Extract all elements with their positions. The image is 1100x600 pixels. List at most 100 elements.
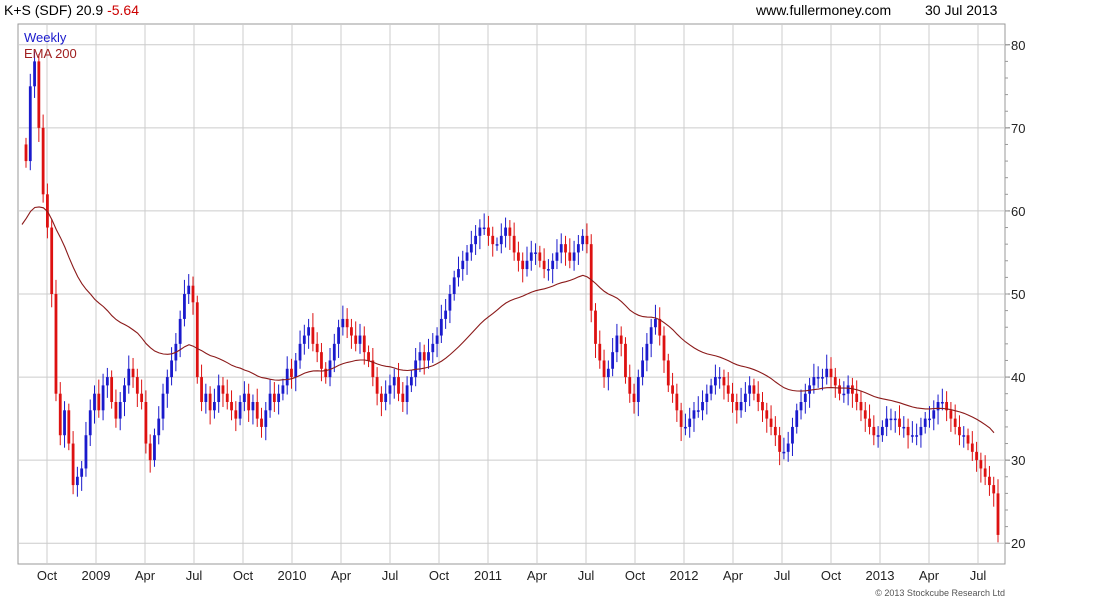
candle-body [585, 235, 589, 245]
candle-body [773, 426, 777, 436]
candle-body [362, 335, 366, 353]
x-tick-label: Apr [135, 568, 156, 583]
candle-body [409, 377, 413, 386]
candle-body [165, 377, 169, 394]
candle-body [816, 377, 820, 379]
candle-body [208, 393, 212, 411]
candle-body [808, 385, 811, 394]
x-tick-label: Jul [970, 568, 987, 583]
candle-body [93, 393, 96, 411]
candle-body [234, 410, 238, 419]
candle-body [542, 260, 546, 270]
candle-body [170, 360, 173, 378]
x-tick-label: 2012 [670, 568, 699, 583]
candle-body [487, 227, 490, 236]
candle-body [371, 360, 375, 378]
candle-body [611, 352, 615, 369]
candle-body [67, 410, 71, 444]
candle-body [636, 377, 640, 402]
x-tick-label: 2009 [82, 568, 111, 583]
candle-body [598, 343, 602, 361]
candle-body [298, 343, 302, 361]
candle-body [157, 418, 161, 436]
candle-body [88, 410, 92, 436]
candle-body [778, 435, 782, 452]
candle-body [731, 393, 734, 402]
candle-body [769, 418, 773, 427]
candle-body [564, 244, 567, 253]
candle-body [966, 435, 970, 444]
candle-body [713, 377, 717, 386]
candle-body [255, 402, 259, 419]
candle-body [654, 318, 657, 328]
candle-body [739, 402, 743, 411]
candle-body [919, 426, 923, 436]
candle-body [705, 393, 709, 402]
candle-body [444, 310, 448, 319]
x-tick-label: Apr [723, 568, 744, 583]
candle-body [821, 377, 824, 379]
candle-body [285, 368, 289, 386]
candle-body [868, 418, 871, 427]
candle-body [114, 402, 118, 419]
candle-body [230, 402, 233, 411]
candle-body [499, 235, 503, 245]
candle-body [247, 393, 251, 411]
candle-body [649, 327, 653, 344]
candle-body [671, 385, 674, 394]
candle-body [508, 227, 512, 236]
y-tick-label: 30 [1011, 453, 1025, 468]
candle-body [833, 377, 837, 386]
candle-body [949, 410, 953, 419]
candle-body [58, 393, 62, 436]
candle-body [178, 318, 182, 344]
candle-body [910, 435, 914, 437]
y-tick-label: 70 [1011, 121, 1025, 136]
candle-body [24, 144, 28, 162]
candle-body [435, 335, 439, 344]
candle-body [529, 252, 533, 261]
candle-body [474, 235, 478, 245]
candle-body [863, 410, 867, 419]
candle-body [191, 285, 195, 303]
candle-body [581, 235, 585, 245]
candle-body [392, 377, 396, 386]
x-tick-label: Jul [578, 568, 595, 583]
candle-body [872, 426, 876, 436]
candle-body [517, 252, 520, 261]
candle-body [427, 352, 430, 361]
candle-body [876, 435, 880, 437]
candle-body [718, 377, 722, 379]
website-link[interactable]: www.fullermoney.com [756, 2, 892, 18]
x-tick-label: Oct [429, 568, 450, 583]
x-tick-label: Jul [382, 568, 399, 583]
candle-body [187, 285, 191, 294]
candle-body [551, 260, 555, 270]
candle-body [504, 227, 507, 236]
candle-body [123, 385, 126, 402]
candle-body [482, 227, 486, 230]
candle-body [893, 418, 897, 421]
candle-body [461, 260, 465, 270]
candle-body [658, 318, 662, 336]
ema-200-line [21, 206, 995, 434]
candle-body [838, 385, 841, 394]
candle-body [726, 385, 730, 394]
candle-body [328, 360, 332, 378]
candle-body [538, 252, 542, 261]
candle-body [272, 393, 276, 402]
candle-body [641, 360, 644, 378]
x-tick-label: Oct [37, 568, 58, 583]
candle-body [251, 402, 255, 411]
y-axis: 20 30 40 50 60 70 80 [1005, 38, 1025, 551]
candle-body [619, 335, 623, 344]
candle-body [970, 443, 974, 452]
candle-body [405, 385, 409, 402]
candle-body [825, 368, 829, 378]
candle-body [662, 335, 666, 361]
candle-body [324, 368, 328, 378]
candle-body [131, 368, 135, 378]
candle-body [213, 402, 216, 411]
candle-body [546, 269, 550, 271]
